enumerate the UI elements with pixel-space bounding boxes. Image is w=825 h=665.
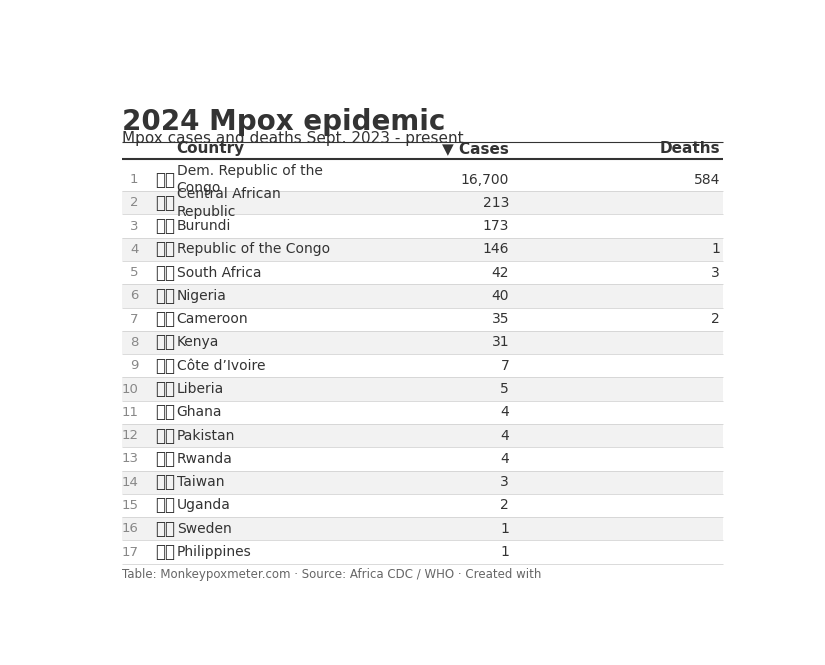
- FancyBboxPatch shape: [122, 237, 724, 261]
- Text: Ghana: Ghana: [177, 406, 222, 420]
- Text: 1: 1: [130, 173, 139, 186]
- Text: 🇵🇰: 🇵🇰: [156, 427, 176, 445]
- FancyBboxPatch shape: [122, 378, 724, 401]
- Text: 🇺🇬: 🇺🇬: [156, 497, 176, 515]
- Text: 🇰🇪: 🇰🇪: [156, 333, 176, 352]
- FancyBboxPatch shape: [122, 261, 724, 285]
- Text: 3: 3: [130, 219, 139, 233]
- Text: 14: 14: [121, 475, 139, 489]
- Text: South Africa: South Africa: [177, 265, 262, 280]
- Text: Sweden: Sweden: [177, 522, 231, 536]
- Text: 15: 15: [121, 499, 139, 512]
- Text: 🇧🇮: 🇧🇮: [156, 217, 176, 235]
- Text: Liberia: Liberia: [177, 382, 224, 396]
- Text: 11: 11: [121, 406, 139, 419]
- Text: Kenya: Kenya: [177, 336, 219, 350]
- Text: Taiwan: Taiwan: [177, 475, 224, 489]
- FancyBboxPatch shape: [122, 168, 724, 191]
- Text: 4: 4: [130, 243, 139, 256]
- Text: Cameroon: Cameroon: [177, 312, 248, 327]
- FancyBboxPatch shape: [122, 401, 724, 424]
- Text: Central African
Republic: Central African Republic: [177, 187, 280, 219]
- FancyBboxPatch shape: [122, 214, 724, 237]
- Text: 584: 584: [694, 172, 720, 186]
- Text: 6: 6: [130, 289, 139, 303]
- Text: 🇬🇭: 🇬🇭: [156, 404, 176, 422]
- Text: Pakistan: Pakistan: [177, 429, 235, 443]
- Text: ▼ Cases: ▼ Cases: [442, 142, 509, 156]
- Text: Nigeria: Nigeria: [177, 289, 227, 303]
- Text: 🇨🇬: 🇨🇬: [156, 240, 176, 259]
- FancyBboxPatch shape: [122, 424, 724, 448]
- Text: 173: 173: [483, 219, 509, 233]
- Text: 9: 9: [130, 359, 139, 372]
- Text: 16: 16: [121, 522, 139, 535]
- Text: 7: 7: [501, 359, 509, 373]
- Text: 2024 Mpox epidemic: 2024 Mpox epidemic: [122, 108, 446, 136]
- Text: Deaths: Deaths: [659, 142, 720, 156]
- FancyBboxPatch shape: [122, 308, 724, 331]
- Text: 🇵🇭: 🇵🇭: [156, 543, 176, 561]
- Text: 12: 12: [121, 429, 139, 442]
- Text: 🇨🇮: 🇨🇮: [156, 357, 176, 375]
- FancyBboxPatch shape: [122, 517, 724, 541]
- Text: 🇨🇫: 🇨🇫: [156, 194, 176, 211]
- Text: 🇿🇦: 🇿🇦: [156, 263, 176, 282]
- Text: 10: 10: [121, 382, 139, 396]
- FancyBboxPatch shape: [122, 448, 724, 471]
- Text: 35: 35: [492, 312, 509, 327]
- FancyBboxPatch shape: [122, 471, 724, 494]
- Text: 146: 146: [483, 242, 509, 257]
- Text: 13: 13: [121, 452, 139, 466]
- Text: Dem. Republic of the
Congo: Dem. Republic of the Congo: [177, 164, 323, 196]
- Text: 4: 4: [501, 452, 509, 466]
- Text: 5: 5: [501, 382, 509, 396]
- Text: 1: 1: [500, 545, 509, 559]
- Text: 1: 1: [500, 522, 509, 536]
- Text: Philippines: Philippines: [177, 545, 252, 559]
- Text: Republic of the Congo: Republic of the Congo: [177, 242, 330, 257]
- Text: Mpox cases and deaths Sept. 2023 - present: Mpox cases and deaths Sept. 2023 - prese…: [122, 131, 464, 146]
- Text: Table: Monkeypoxmeter.com · Source: Africa CDC / WHO · Created with: Table: Monkeypoxmeter.com · Source: Afri…: [122, 568, 545, 581]
- FancyBboxPatch shape: [122, 354, 724, 378]
- Text: 4: 4: [501, 429, 509, 443]
- Text: 1: 1: [711, 242, 720, 257]
- Text: 2: 2: [130, 196, 139, 209]
- Text: Côte d’Ivoire: Côte d’Ivoire: [177, 359, 265, 373]
- Text: 2: 2: [501, 499, 509, 513]
- FancyBboxPatch shape: [122, 191, 724, 214]
- Text: 🇳🇬: 🇳🇬: [156, 287, 176, 305]
- Text: 8: 8: [130, 336, 139, 349]
- Text: 213: 213: [483, 196, 509, 209]
- FancyBboxPatch shape: [122, 285, 724, 308]
- Text: 🇨🇩: 🇨🇩: [156, 170, 176, 188]
- Text: 5: 5: [130, 266, 139, 279]
- Text: 4: 4: [501, 406, 509, 420]
- Text: 🇷🇼: 🇷🇼: [156, 450, 176, 468]
- Text: 42: 42: [492, 265, 509, 280]
- Text: 40: 40: [492, 289, 509, 303]
- Text: Uganda: Uganda: [177, 499, 230, 513]
- FancyBboxPatch shape: [122, 331, 724, 354]
- Text: 2: 2: [711, 312, 720, 327]
- Text: 31: 31: [492, 336, 509, 350]
- Text: 16,700: 16,700: [460, 172, 509, 186]
- Text: Rwanda: Rwanda: [177, 452, 233, 466]
- FancyBboxPatch shape: [122, 494, 724, 517]
- Text: 7: 7: [130, 313, 139, 326]
- Text: 🇨🇲: 🇨🇲: [156, 310, 176, 329]
- Text: 3: 3: [501, 475, 509, 489]
- Text: 3: 3: [711, 265, 720, 280]
- Text: 🇱🇷: 🇱🇷: [156, 380, 176, 398]
- Text: 🇹🇼: 🇹🇼: [156, 473, 176, 491]
- Text: Country: Country: [177, 142, 245, 156]
- Text: 🇸🇪: 🇸🇪: [156, 520, 176, 538]
- Text: Burundi: Burundi: [177, 219, 231, 233]
- FancyBboxPatch shape: [122, 541, 724, 564]
- Text: 17: 17: [121, 545, 139, 559]
